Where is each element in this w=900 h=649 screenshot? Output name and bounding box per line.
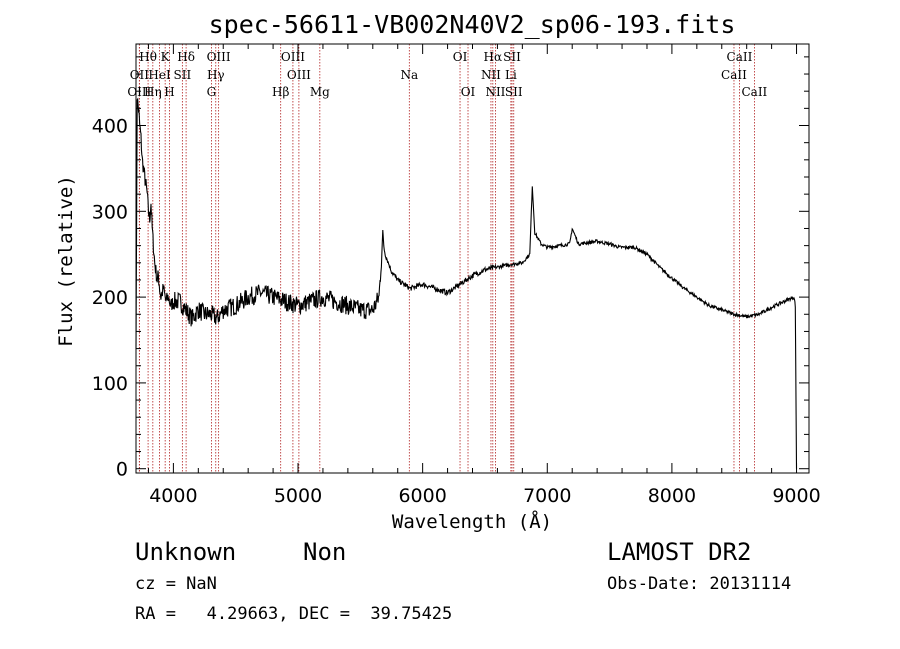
spectral-line-label: CaII: [727, 50, 753, 64]
spectral-line-label: SII: [174, 68, 192, 82]
object-subclass: Non: [303, 538, 347, 566]
y-axis-ticks: 0 100 200 300 400: [92, 56, 809, 481]
x-tick-label: 6000: [398, 485, 446, 507]
spectral-line-label: Na: [400, 68, 418, 82]
x-axis-label: Wavelength (Å): [392, 510, 552, 533]
spectral-line-label: OIII: [207, 50, 231, 64]
y-tick-label: 400: [92, 116, 128, 138]
spectral-line-label: Hα: [484, 50, 503, 64]
x-tick-label: 5000: [274, 485, 322, 507]
spectral-line-label: Hγ: [207, 68, 225, 82]
coordinates: RA = 4.29663, DEC = 39.75425: [135, 604, 453, 624]
y-tick-label: 0: [116, 459, 128, 481]
x-axis-ticks: 4000 5000 6000 7000 8000 9000: [147, 44, 821, 507]
y-tick-label: 100: [92, 373, 128, 395]
spectral-line-label: OIII: [287, 68, 311, 82]
observation-date: Obs-Date: 20131114: [607, 574, 792, 594]
spectral-line-label: G: [207, 85, 217, 99]
spectral-line-label: NII: [485, 85, 505, 99]
spectral-line-label: OIII: [281, 50, 305, 64]
spectrum-series-line: [135, 97, 798, 469]
object-class: Unknown: [135, 538, 237, 566]
spectral-line-label: Hβ: [272, 85, 289, 99]
spectral-line-label: HeI: [148, 68, 171, 82]
spectral-line-label: SII: [505, 85, 523, 99]
spectral-line-label: Hδ: [177, 50, 195, 64]
y-tick-label: 200: [92, 287, 128, 309]
survey-name: LAMOST DR2: [607, 538, 752, 566]
spectral-line-label: Mg: [310, 85, 330, 99]
x-tick-label: 7000: [523, 485, 571, 507]
spectral-line-markers: [138, 44, 755, 473]
spectral-line-label: OIII: [127, 85, 151, 99]
y-tick-label: 300: [92, 201, 128, 223]
spectral-line-label: CaII: [721, 68, 747, 82]
spectral-line-label: SII: [503, 50, 521, 64]
x-tick-label: 8000: [648, 485, 696, 507]
y-axis-label: Flux (relative): [55, 175, 77, 347]
spectral-line-label: H: [164, 85, 174, 99]
spectral-line-label: OI: [461, 85, 476, 99]
spectral-line-label: OI: [453, 50, 468, 64]
spectral-line-label: OII: [130, 68, 150, 82]
spectral-line-label: NII: [481, 68, 501, 82]
spectral-line-label: Li: [505, 68, 517, 82]
spectral-line-label: CaII: [741, 85, 767, 99]
x-tick-label: 9000: [772, 485, 820, 507]
spectral-line-label: K: [161, 50, 171, 64]
spectral-line-label: Hη: [144, 85, 162, 99]
redshift-cz: cz = NaN: [135, 574, 217, 594]
x-tick-label: 4000: [149, 485, 197, 507]
plot-frame: [135, 43, 810, 474]
chart-title: spec-56611-VB002N40V2_sp06-193.fits: [209, 10, 736, 39]
spectral-line-label: Hθ: [139, 50, 157, 64]
